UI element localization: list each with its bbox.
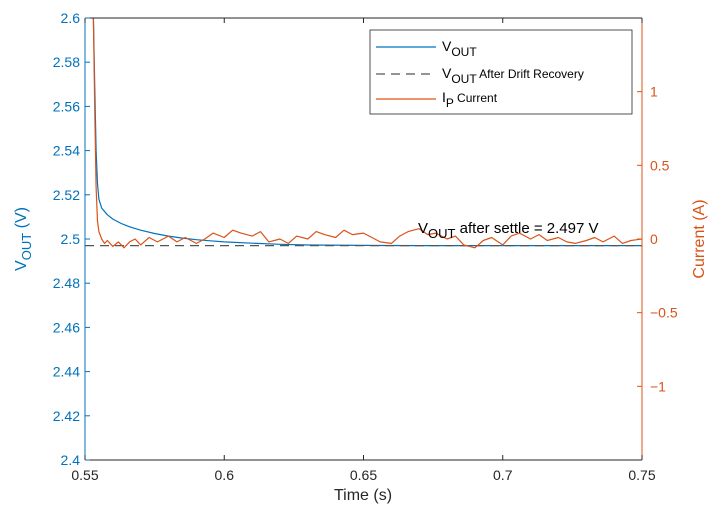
right-ticks: −1 −0.5 0 0.5 1 [637, 84, 678, 394]
legend-vout-sub: OUT [451, 45, 477, 59]
left-tick-label: 2.42 [53, 408, 80, 424]
legend-ip-main: I [442, 89, 446, 105]
left-axis-title-main: V [13, 260, 30, 271]
left-tick-label: 2.44 [53, 364, 80, 380]
left-tick-label: 2.54 [53, 143, 80, 159]
x-ticks: 0.55 0.6 0.65 0.7 0.75 [71, 18, 656, 483]
legend-entry-drift: VOUT After Drift Recovery [442, 65, 584, 86]
left-tick-label: 2.46 [53, 319, 80, 335]
left-axis-title: VOUT (V) [13, 207, 34, 271]
x-tick-label: 0.7 [493, 467, 513, 483]
settle-annotation-main: V [418, 220, 428, 237]
x-tick-label: 0.65 [350, 467, 377, 483]
left-axis-title-unit: (V) [13, 207, 30, 233]
x-tick-label: 0.6 [215, 467, 235, 483]
right-tick-label: 1 [650, 84, 658, 100]
legend-drift-main: V [442, 65, 452, 81]
legend-box [369, 29, 633, 115]
right-tick-label: 0.5 [650, 157, 670, 173]
legend-entry-vout: VOUT [442, 38, 477, 59]
legend-entry-ip: IP Current [442, 89, 498, 110]
settle-annotation: VOUT after settle = 2.497 V [418, 220, 598, 241]
legend-drift-rest: After Drift Recovery [476, 67, 583, 81]
left-ticks: 2.4 2.42 2.44 2.46 2.48 2.5 2.52 2.54 2.56 2.58 2.… [53, 10, 90, 468]
right-tick-label: −0.5 [650, 305, 678, 321]
left-tick-label: 2.6 [61, 10, 81, 26]
right-tick-label: 0 [650, 231, 658, 247]
left-tick-label: 2.4 [61, 452, 81, 468]
left-axis-title-sub: OUT [19, 233, 34, 261]
settle-annotation-rest: after settle = 2.497 V [455, 220, 598, 237]
left-tick-label: 2.5 [61, 231, 81, 247]
settle-annotation-sub: OUT [428, 226, 456, 241]
left-tick-label: 2.56 [53, 98, 80, 114]
left-tick-label: 2.58 [53, 54, 80, 70]
legend-ip-rest: Current [454, 91, 498, 105]
legend: VOUT VOUT After Drift Recovery IP Curren… [369, 29, 633, 115]
series-ip-current-line [92, 17, 643, 249]
right-tick-label: −1 [650, 378, 666, 394]
legend-drift-sub: OUT [451, 72, 477, 86]
x-tick-label: 0.75 [628, 467, 655, 483]
x-axis-title: Time (s) [334, 487, 392, 504]
left-tick-label: 2.48 [53, 275, 80, 291]
legend-ip-sub: P [446, 96, 454, 110]
series-layer [85, 17, 643, 249]
legend-vout-main: V [442, 38, 452, 54]
right-axis-title: Current (A) [691, 199, 708, 278]
left-tick-label: 2.52 [53, 187, 80, 203]
x-tick-label: 0.55 [71, 467, 98, 483]
